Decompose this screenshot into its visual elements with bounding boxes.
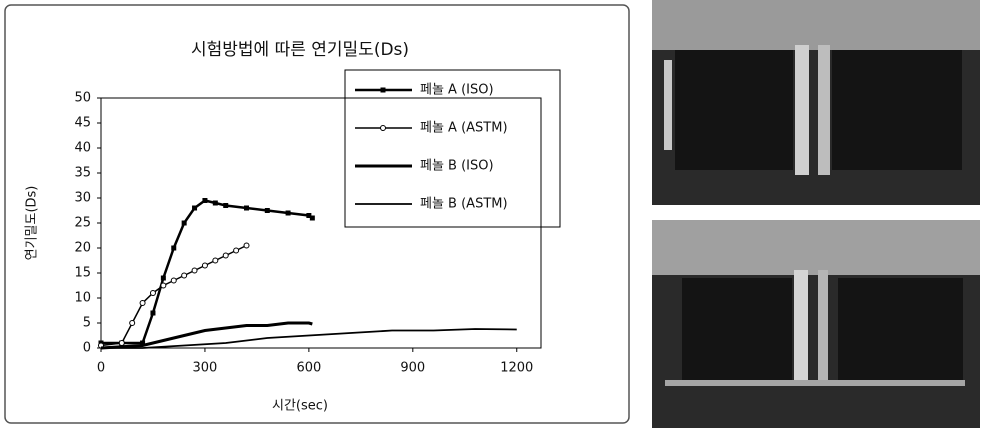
x-axis-label: 시간(sec): [272, 399, 328, 414]
marker: [265, 208, 270, 213]
marker: [192, 206, 197, 211]
photo-top: [652, 0, 980, 205]
marker: [223, 253, 228, 258]
marker: [223, 203, 228, 208]
marker: [213, 201, 218, 206]
marker: [286, 211, 291, 216]
marker: [234, 248, 239, 253]
y-axis-label: 연기밀도(Ds): [25, 186, 40, 261]
photo-bottom: [652, 220, 980, 428]
chart-title: 시험방법에 따른 연기밀도(Ds): [191, 40, 409, 60]
x-tick-label: 600: [296, 361, 321, 376]
marker: [192, 268, 197, 273]
marker: [150, 291, 155, 296]
y-tick-label: 25: [74, 216, 91, 231]
marker: [171, 246, 176, 251]
marker: [140, 301, 145, 306]
marker: [182, 221, 187, 226]
marker: [171, 278, 176, 283]
marker: [202, 198, 207, 203]
marker: [381, 126, 386, 131]
y-tick-label: 45: [74, 116, 91, 131]
page: 시험방법에 따른 연기밀도(Ds) 시간(sec) 연기밀도(Ds) 0 5 10 1…: [0, 0, 981, 428]
y-tick-label: 10: [74, 291, 91, 306]
legend-label: 페놀 A (ISO): [420, 83, 494, 98]
marker: [213, 258, 218, 263]
y-tick-label: 0: [83, 341, 91, 356]
marker: [161, 276, 166, 281]
marker: [150, 311, 155, 316]
x-tick-label: 0: [97, 361, 105, 376]
marker: [119, 341, 124, 346]
y-tick-label: 40: [74, 141, 91, 156]
legend-label: 페놀 B (ASTM): [420, 197, 508, 212]
y-tick-label: 15: [74, 266, 91, 281]
marker: [244, 243, 249, 248]
marker: [310, 216, 315, 221]
marker: [161, 283, 166, 288]
x-tick-label: 1200: [500, 361, 533, 376]
x-tick-label: 900: [400, 361, 425, 376]
marker: [202, 263, 207, 268]
marker: [381, 88, 386, 93]
y-tick-label: 30: [74, 191, 91, 206]
legend-label: 페놀 B (ISO): [420, 159, 494, 174]
marker: [244, 206, 249, 211]
legend-label: 페놀 A (ASTM): [420, 121, 508, 136]
y-tick-label: 5: [83, 316, 91, 331]
y-tick-label: 50: [74, 91, 91, 106]
y-tick-label: 35: [74, 166, 91, 181]
marker: [130, 321, 135, 326]
x-tick-label: 300: [193, 361, 218, 376]
marker: [182, 273, 187, 278]
y-tick-label: 20: [74, 241, 91, 256]
